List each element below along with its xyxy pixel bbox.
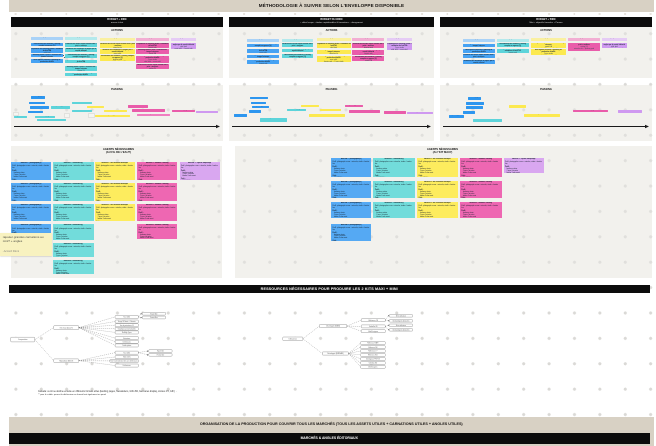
svg-text:Illustrations: Illustrations (123, 337, 130, 340)
svg-text:Visage 3/4 buste + 3 formats: Visage 3/4 buste + 3 formats (118, 320, 136, 323)
svg-text:Face bébé: Face bébé (123, 317, 130, 319)
svg-text:Références n°7: Références n°7 (368, 351, 377, 353)
svg-text:Export libre: Export libre (150, 312, 157, 315)
svg-text:Motif Designers: Motif Designers (368, 365, 377, 368)
svg-text:Références 360: Références 360 (368, 347, 377, 349)
svg-text:Répartition (Mini?): Répartition (Mini?) (59, 359, 73, 362)
svg-text:Composition: Composition (18, 338, 27, 341)
svg-text:Format libre: Format libre (157, 353, 165, 356)
svg-text:Motif Designers: Motif Designers (368, 330, 378, 333)
svg-text:Références ECO: Références ECO (368, 355, 378, 357)
svg-text:Déclinaisons: Déclinaisons (123, 341, 131, 343)
svg-text:Format libre: Format libre (150, 316, 158, 319)
svg-text:Vue de portraiture x10: Vue de portraiture x10 (120, 324, 134, 327)
svg-text:Umbrellas 360: Umbrellas 360 (369, 363, 378, 365)
svg-text:Chromatologistes désaturées: Chromatologistes désaturées (393, 328, 410, 331)
svg-text:Export libre: Export libre (157, 350, 164, 353)
svg-text:Vue 3 outil animation des axes: Vue 3 outil animation des axes déclinais… (111, 360, 138, 363)
svg-text:Graphiques personnalisables: Graphiques personnalisables (118, 328, 136, 330)
svg-text:Face bébé: Face bébé (123, 352, 130, 354)
svg-text:Flat/High Types: Flat/High Types (122, 331, 132, 334)
svg-text:Chromatologistes désaturées: Chromatologistes désaturées (393, 319, 410, 322)
svg-text:Vidéo Chefs: Vidéo Chefs (123, 357, 131, 359)
svg-text:Références CN: Références CN (368, 320, 378, 322)
svg-text:Séries utilisateurs: Séries utilisateurs (396, 314, 407, 317)
svg-text:Développé (MAXI): Développé (MAXI) (326, 325, 340, 328)
svg-text:Déclinaisons: Déclinaisons (123, 365, 131, 367)
svg-text:Kits maxi (base?): Kits maxi (base?) (60, 326, 73, 329)
svg-text:Développé (MÉDIAN): Développé (MÉDIAN) (327, 352, 344, 355)
svg-text:Crédits photos: Crédits photos (122, 344, 131, 347)
svg-text:Utilisateurs: Utilisateurs (289, 337, 298, 340)
svg-text:Références START: Références START (367, 342, 378, 345)
svg-text:Séries utilisateurs: Séries utilisateurs (396, 324, 407, 327)
svg-text:Umbrellas 3D: Umbrellas 3D (369, 326, 377, 328)
svg-text:Développeurs PHOTOS: Développeurs PHOTOS (366, 359, 380, 361)
